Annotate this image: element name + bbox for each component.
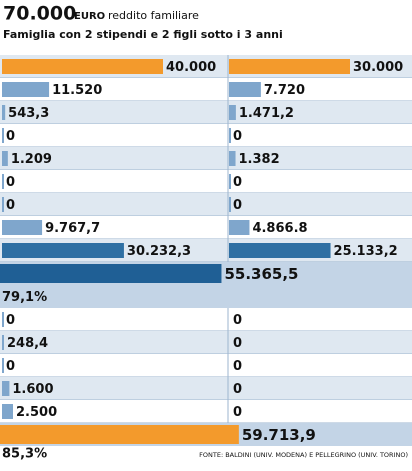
value-label: 0	[6, 198, 15, 213]
value-label: 1.471,2	[239, 106, 294, 121]
row-background	[0, 285, 412, 308]
share-label: 79,1%	[2, 290, 47, 305]
subtitle: Famiglia con 2 stipendi e 2 figli sotto …	[3, 28, 283, 41]
value-label: 2.500	[16, 405, 57, 420]
bar	[3, 59, 163, 74]
bar	[3, 335, 4, 350]
row-background	[0, 377, 412, 400]
value-label: 0	[233, 175, 242, 190]
value-label: 543,3	[8, 106, 49, 121]
row-background	[0, 308, 412, 331]
bar	[3, 105, 6, 120]
value-label: 0	[233, 405, 242, 420]
value-label: 0	[233, 313, 242, 328]
total-label: 55.365,5	[224, 265, 298, 283]
bar	[3, 220, 43, 235]
caption: reddito familiare	[108, 9, 199, 22]
value-label: 0	[6, 359, 15, 374]
bar	[3, 381, 10, 396]
total-label: 59.713,9	[242, 426, 316, 444]
value-label: 0	[6, 129, 15, 144]
row-background	[0, 400, 412, 423]
value-label: 40.000	[166, 60, 216, 75]
value-label: 0	[233, 382, 242, 397]
row-background	[0, 216, 412, 239]
bar	[230, 151, 236, 166]
value-label: 1.382	[239, 152, 280, 167]
value-label: 7.720	[264, 83, 305, 98]
bar	[3, 151, 8, 166]
bar	[3, 404, 13, 419]
source: FONTE: BALDINI (UNIV. MODENA) E PELLEGRI…	[199, 451, 408, 459]
value-label: 1.600	[12, 382, 53, 397]
bar	[230, 105, 236, 120]
value-label: 9.767,7	[45, 221, 100, 236]
bar	[230, 220, 250, 235]
row-background	[0, 78, 412, 101]
value-label: 0	[233, 198, 242, 213]
row-background	[0, 101, 412, 124]
bar	[3, 243, 124, 258]
total-bar	[0, 264, 222, 283]
share-label: 85,3%	[2, 447, 47, 462]
row-background	[0, 331, 412, 354]
value-label: 30.232,3	[127, 244, 191, 259]
value-label: 1.209	[11, 152, 52, 167]
row-background	[0, 193, 412, 216]
value-label: 0	[6, 175, 15, 190]
amount: 70.000	[3, 3, 76, 25]
value-label: 248,4	[7, 336, 48, 351]
value-label: 11.520	[52, 83, 102, 98]
row-background	[0, 147, 412, 170]
row-background	[0, 124, 412, 147]
value-label: 4.866.8	[252, 221, 307, 236]
value-label: 0	[233, 359, 242, 374]
row-background	[0, 170, 412, 193]
value-label: 0	[233, 336, 242, 351]
value-label: 25.133,2	[334, 244, 398, 259]
bar	[3, 82, 50, 97]
bar	[230, 59, 350, 74]
bar	[230, 82, 261, 97]
value-label: 30.000	[353, 60, 403, 75]
total-bar	[0, 425, 239, 444]
unit: EURO	[74, 11, 105, 22]
bar	[230, 243, 331, 258]
value-label: 0	[233, 129, 242, 144]
row-background	[0, 354, 412, 377]
value-label: 0	[6, 313, 15, 328]
